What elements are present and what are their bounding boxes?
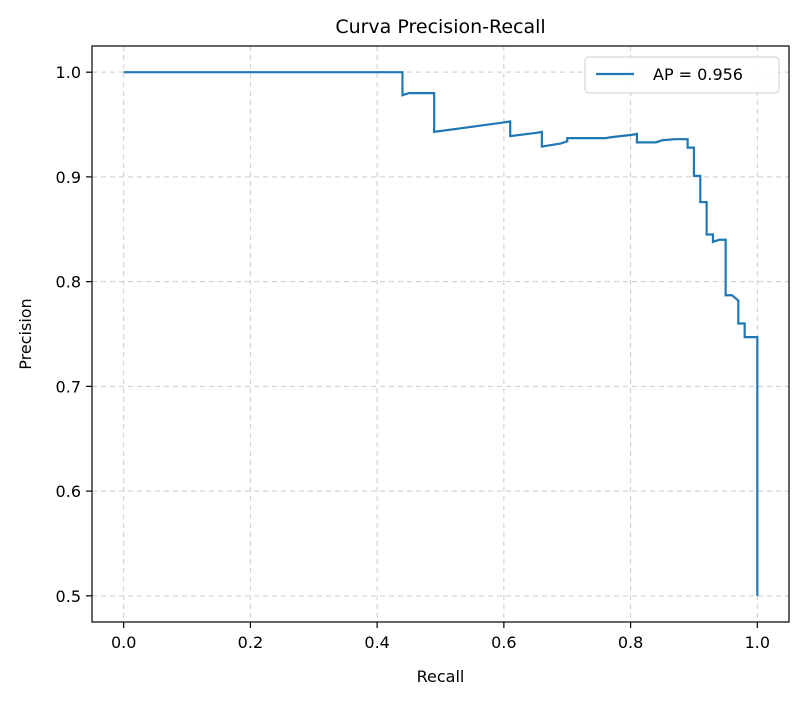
legend: AP = 0.956: [584, 56, 780, 94]
legend-label: AP = 0.956: [653, 65, 743, 84]
pr-curve: [123, 71, 759, 596]
y-tick-label: 0.5: [56, 587, 81, 606]
x-tick-label: 0.4: [364, 633, 389, 652]
x-tick-label: 0.0: [111, 633, 136, 652]
x-tick-label: 0.6: [491, 633, 516, 652]
y-tick-label: 0.9: [56, 168, 81, 187]
grid: [92, 46, 789, 622]
x-tick-label: 0.8: [618, 633, 643, 652]
x-tick-label: 1.0: [745, 633, 770, 652]
y-axis-label: Precision: [16, 298, 35, 369]
y-axis: 0.5 0.6 0.7 0.8 0.9 1.0: [56, 63, 92, 606]
series-layer: [123, 71, 759, 596]
x-axis-label: Recall: [417, 667, 465, 686]
x-tick-label: 0.2: [238, 633, 263, 652]
y-tick-label: 0.7: [56, 377, 81, 396]
y-tick-label: 0.8: [56, 273, 81, 292]
plot-frame: [91, 45, 790, 623]
x-axis: 0.0 0.2 0.4 0.6 0.8 1.0: [111, 622, 770, 652]
y-tick-label: 1.0: [56, 63, 81, 82]
legend-box: [584, 56, 780, 94]
y-tick-label: 0.6: [56, 482, 81, 501]
chart-title: Curva Precision-Recall: [335, 16, 545, 38]
